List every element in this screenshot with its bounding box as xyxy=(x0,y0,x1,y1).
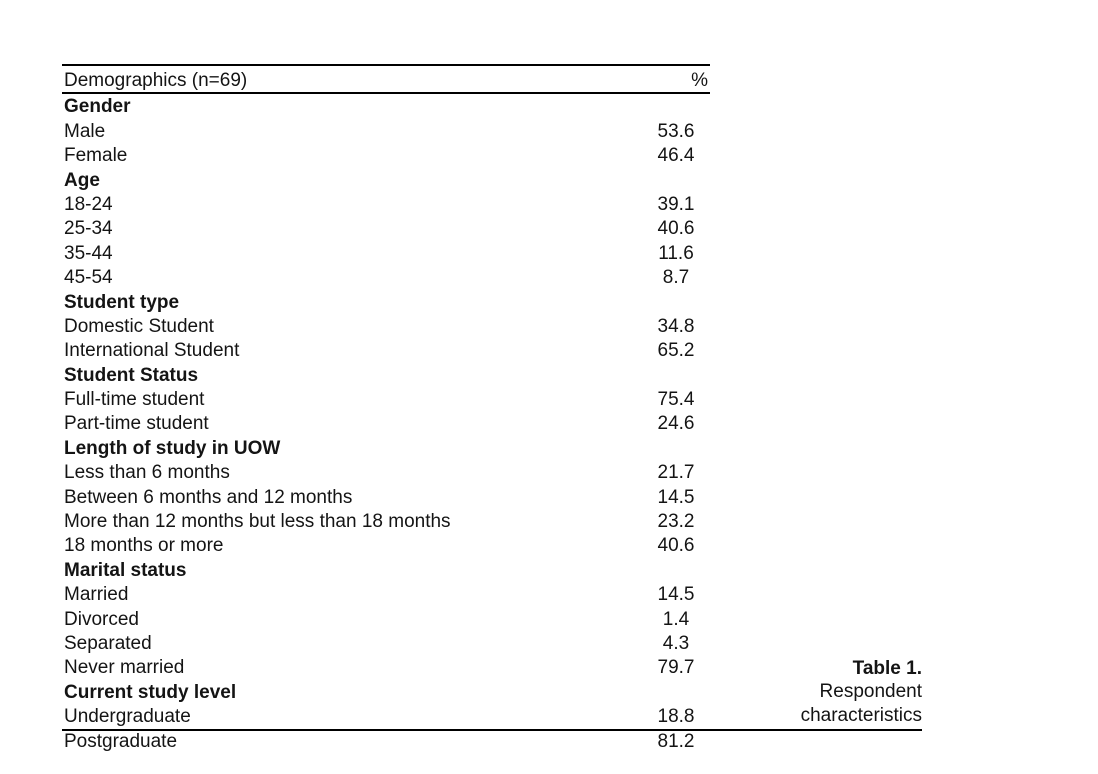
table-row: Undergraduate 18.8 xyxy=(62,704,710,728)
demographics-table-region: Demographics (n=69) % Gender Male 53.6 F… xyxy=(62,64,922,752)
demographics-table: Demographics (n=69) % Gender Male 53.6 F… xyxy=(62,64,710,753)
table-row: 18 months or more 40.6 xyxy=(62,533,710,557)
table-row: Student type xyxy=(62,289,710,313)
caption-line2: Respondent xyxy=(819,681,922,702)
row-label: 18 months or more xyxy=(64,535,224,557)
row-label: Gender xyxy=(64,96,131,118)
table-row: Age xyxy=(62,167,710,191)
table-header-label: Demographics (n=69) xyxy=(64,70,248,91)
table-row: More than 12 months but less than 18 mon… xyxy=(62,509,710,533)
table-row: Student Status xyxy=(62,362,710,386)
row-label: Age xyxy=(64,169,100,191)
row-label: Undergraduate xyxy=(64,706,191,728)
table-caption: Table 1. Respondent characteristics xyxy=(801,657,922,728)
table-header-row: Demographics (n=69) % xyxy=(62,66,710,94)
table-row: Marital status xyxy=(62,557,710,581)
row-value: 46.4 xyxy=(657,145,695,167)
table-row: Married 14.5 xyxy=(62,582,710,606)
table-row: Current study level xyxy=(62,679,710,703)
table-row: Between 6 months and 12 months 14.5 xyxy=(62,484,710,508)
row-value: 11.6 xyxy=(658,242,694,264)
row-value: 21.7 xyxy=(657,462,695,484)
table-row: Length of study in UOW xyxy=(62,435,710,459)
table-row: Less than 6 months 21.7 xyxy=(62,460,710,484)
row-label: Married xyxy=(64,584,129,606)
row-label: International Student xyxy=(64,340,240,362)
row-label: More than 12 months but less than 18 mon… xyxy=(64,511,451,533)
table-body: Gender Male 53.6 Female 46.4 Age 18-24 3… xyxy=(62,94,710,753)
row-value: 81.2 xyxy=(657,730,695,752)
table-header-percent: % xyxy=(691,70,708,91)
row-label: Divorced xyxy=(64,608,139,630)
row-value: 75.4 xyxy=(657,389,695,411)
row-label: Between 6 months and 12 months xyxy=(64,486,353,508)
row-value: 8.7 xyxy=(662,267,690,289)
row-label: Male xyxy=(64,120,106,142)
row-label: 18-24 xyxy=(64,193,113,215)
row-value: 53.6 xyxy=(657,120,695,142)
row-label: 25-34 xyxy=(64,218,113,240)
row-label: Student Status xyxy=(64,364,199,386)
row-label: Postgraduate xyxy=(64,730,178,752)
row-label: Current study level xyxy=(64,681,237,703)
row-label: 45-54 xyxy=(64,267,113,289)
table-row: 25-34 40.6 xyxy=(62,216,710,240)
table-row: 35-44 11.6 xyxy=(62,240,710,264)
row-label: Female xyxy=(64,145,128,167)
caption-title: Table 1. xyxy=(852,657,922,679)
table-row: Domestic Student 34.8 xyxy=(62,314,710,338)
table-row: International Student 65.2 xyxy=(62,338,710,362)
row-value: 40.6 xyxy=(657,535,695,557)
table-row: Female 46.4 xyxy=(62,143,710,167)
table-row: Never married 79.7 xyxy=(62,655,710,679)
row-label: Part-time student xyxy=(64,413,209,435)
row-label: Student type xyxy=(64,291,180,313)
table-row: Separated 4.3 xyxy=(62,631,710,655)
caption-line3: characteristics xyxy=(800,704,922,726)
row-value: 18.8 xyxy=(657,706,695,728)
row-label: Never married xyxy=(64,657,185,679)
row-value: 24.6 xyxy=(657,413,695,435)
row-value: 23.2 xyxy=(657,511,695,533)
table-row: Gender xyxy=(62,94,710,118)
row-value: 14.5 xyxy=(657,486,695,508)
row-value: 40.6 xyxy=(657,218,695,240)
row-value: 34.8 xyxy=(657,315,695,337)
row-label: Length of study in UOW xyxy=(64,437,281,459)
row-value: 1.4 xyxy=(662,608,690,630)
row-label: Full-time student xyxy=(64,389,205,411)
row-value: 79.7 xyxy=(657,657,695,679)
table-row: Postgraduate 81.2 xyxy=(62,728,710,752)
table-row: 45-54 8.7 xyxy=(62,265,710,289)
table-row: Full-time student 75.4 xyxy=(62,387,710,411)
table-row: Part-time student 24.6 xyxy=(62,411,710,435)
row-value: 65.2 xyxy=(657,340,695,362)
row-label: Domestic Student xyxy=(64,315,214,337)
table-row: Divorced 1.4 xyxy=(62,606,710,630)
row-value: 39.1 xyxy=(657,193,695,215)
row-label: Marital status xyxy=(64,559,187,581)
row-value: 4.3 xyxy=(662,632,690,654)
table-row: Male 53.6 xyxy=(62,118,710,142)
row-label: Separated xyxy=(64,632,152,654)
table-row: 18-24 39.1 xyxy=(62,192,710,216)
row-label: Less than 6 months xyxy=(64,462,230,484)
row-label: 35-44 xyxy=(64,242,113,264)
row-value: 14.5 xyxy=(657,584,695,606)
